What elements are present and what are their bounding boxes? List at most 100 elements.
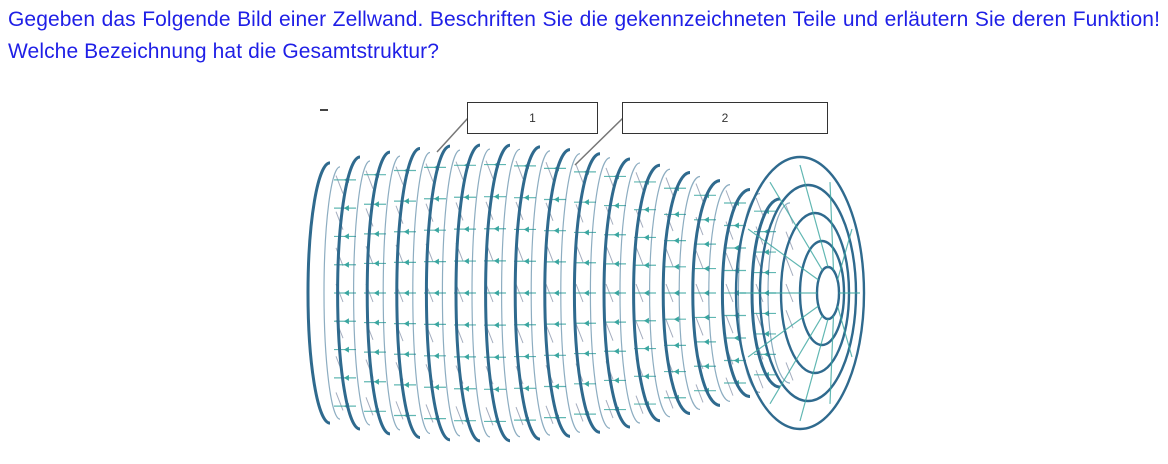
wall-ring-inner (708, 184, 731, 402)
fibril-arrowhead (643, 234, 649, 241)
fibril-arrowhead (403, 320, 409, 327)
strand-tick (515, 160, 524, 180)
strand-tick (365, 170, 374, 189)
fibril-arrowhead (643, 262, 649, 269)
fibril-arrowhead (433, 258, 439, 265)
fibril-arrowhead (613, 348, 619, 355)
label-box-1[interactable]: 1 (467, 102, 598, 134)
fibril-arrowhead (403, 351, 409, 358)
fibril-arrowhead (673, 316, 679, 323)
wall-ring (454, 143, 481, 443)
fibril-arrowhead (343, 290, 349, 296)
fibril-arrowhead (493, 290, 499, 296)
fibril-arrowhead (583, 259, 589, 266)
strand-tick (335, 392, 344, 411)
fibril-arrowhead (433, 321, 439, 328)
fibril-arrowhead (373, 201, 379, 208)
end-fibril (799, 318, 829, 422)
fibril-arrowhead (733, 357, 739, 364)
wall-ring (572, 152, 601, 434)
wall-ring-inner (560, 153, 581, 433)
fibril-arrowhead (463, 258, 469, 265)
fibril-arrowhead (493, 193, 499, 200)
fibril-arrowhead (703, 216, 709, 223)
fibril-arrowhead (613, 290, 619, 296)
fibril-arrowhead (493, 257, 499, 264)
strand-tick (785, 257, 794, 277)
end-fibril (747, 305, 819, 358)
fibril-arrowhead (463, 385, 469, 392)
fibril-arrowhead (403, 198, 409, 205)
strand-tick (485, 407, 494, 426)
wall-ring (602, 157, 631, 429)
wall-ring (336, 155, 361, 431)
strand-tick (725, 315, 734, 334)
strand-tick (635, 395, 644, 414)
wall-ring-inner (353, 160, 371, 426)
strand-tick (695, 250, 704, 269)
wall-ring-inner (619, 162, 641, 424)
strand-tick (455, 161, 464, 180)
strand-tick (725, 377, 734, 396)
fibril-arrowhead (553, 196, 559, 203)
strand-tick (695, 183, 704, 202)
fibril-arrowhead (703, 363, 709, 370)
fibril-arrowhead (553, 227, 559, 234)
wall-ring-inner (441, 149, 461, 437)
fibril-arrowhead (673, 368, 679, 375)
strand-tick (665, 319, 674, 338)
fibril-arrowhead (763, 330, 769, 337)
label-box-2[interactable]: 2 (622, 102, 828, 134)
fibril-arrowhead (373, 319, 379, 326)
fibril-arrowhead (733, 335, 739, 342)
fibril-arrowhead (553, 321, 559, 328)
fibril-arrowhead (613, 319, 619, 326)
strand-tick (725, 190, 734, 209)
fibril-arrowhead (523, 321, 529, 328)
strand-tick (455, 406, 464, 425)
wall-ring (632, 163, 661, 423)
fibril-arrowhead (403, 228, 409, 235)
fibril-arrowhead (703, 241, 709, 248)
strand-tick (665, 248, 674, 267)
fibril-arrowhead (433, 227, 439, 234)
fibril-arrowhead (463, 194, 469, 201)
wall-ring-inner (323, 166, 341, 420)
end-fibril (836, 305, 853, 358)
fibril-arrowhead (403, 290, 409, 296)
fibril-arrowhead (703, 338, 709, 345)
fibril-arrowhead (343, 318, 349, 325)
fibril-arrowhead (583, 380, 589, 387)
end-ring (734, 155, 866, 431)
fibril-arrowhead (463, 290, 469, 296)
fibril-arrowhead (553, 352, 559, 359)
question-text: Gegeben das Folgende Bild einer Zellwand… (8, 8, 1160, 63)
fibril-arrowhead (463, 321, 469, 328)
strand-tick (365, 397, 374, 416)
fibril-arrowhead (433, 290, 439, 296)
strand-tick (425, 404, 434, 423)
strand-tick (635, 246, 644, 265)
fibril-arrowhead (343, 261, 349, 268)
wall-ring (365, 150, 391, 436)
strand-tick (575, 164, 584, 183)
strand-tick (575, 323, 584, 342)
strand-tick (335, 175, 344, 194)
label-number-1: 1 (529, 111, 536, 125)
strand-tick (605, 245, 614, 264)
fibril-arrowhead (373, 230, 379, 237)
strand-tick (695, 317, 704, 336)
strand-tick (635, 172, 644, 191)
end-fibril (829, 182, 835, 271)
label-leader-lines (436, 117, 624, 166)
fibril-arrowhead (673, 290, 679, 296)
fibril-arrowhead (643, 345, 649, 352)
strand-tick (725, 221, 734, 240)
fibril-arrowhead (643, 317, 649, 324)
fibril-arrowhead (523, 353, 529, 360)
fibril-arrowhead (343, 346, 349, 353)
wall-ring (661, 171, 691, 415)
strand-tick (665, 390, 674, 409)
